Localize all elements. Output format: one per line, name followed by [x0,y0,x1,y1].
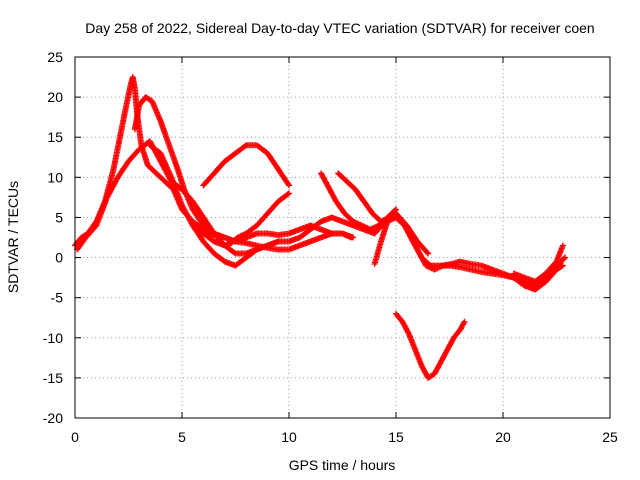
x-tick-label: 10 [281,429,297,445]
grid [75,57,610,418]
y-tick-label: 25 [47,49,63,65]
data-point [275,238,282,245]
x-axis-label: GPS time / hours [289,457,396,473]
data-point [424,249,431,256]
x-tick-labels: 0 5 10 15 20 25 [71,429,618,445]
data-point [242,143,249,150]
y-tick-label: 5 [55,209,63,225]
data-point [231,249,238,256]
data-point [405,329,412,336]
data-point [559,242,566,249]
plot-frame [74,56,611,419]
y-axis-label: SDTVAR / TECUs [5,181,21,293]
y-tick-label: 15 [47,129,63,145]
data-point [286,182,292,189]
series-arc3 [74,138,432,257]
series-arc10 [510,242,566,285]
data-point [425,250,432,257]
data-point [286,190,292,197]
data-point [558,263,565,270]
x-tick-label: 0 [71,429,79,445]
x-tick-label: 5 [178,429,186,445]
x-tick-label: 15 [388,429,404,445]
series-arc7 [318,170,399,233]
series-arc5 [189,190,292,249]
y-tick-labels: -20 -15 -10 -5 0 5 10 15 20 25 [43,49,63,426]
x-tick-label: 25 [602,429,618,445]
data-point [350,234,357,241]
data-series [72,74,569,381]
data-point [559,262,566,269]
y-tick-label: -15 [43,370,63,386]
y-tick-label: -5 [51,290,64,306]
series-arc6 [200,142,292,189]
data-point [560,255,567,262]
chart-title: Day 258 of 2022, Sidereal Day-to-day VTE… [85,20,594,36]
y-tick-label: -20 [43,410,63,426]
x-tick-label: 20 [495,429,511,445]
y-tick-label: 0 [55,250,63,266]
data-point [284,191,291,198]
series-arc4 [146,142,282,269]
series-arc11 [393,310,468,381]
y-tick-label: 20 [47,89,63,105]
data-point [285,181,292,188]
y-tick-label: -10 [43,330,63,346]
data-point [562,254,569,261]
y-tick-label: 10 [47,169,63,185]
data-point [461,318,468,325]
data-point [460,320,467,327]
